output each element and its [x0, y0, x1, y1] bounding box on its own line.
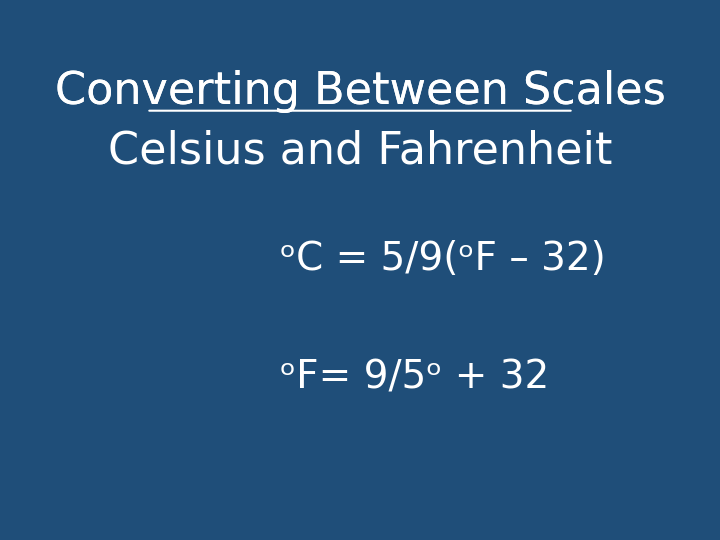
- Text: Converting Between Scales: Converting Between Scales: [55, 70, 665, 113]
- Text: ᵒC = 5/9(ᵒF – 32): ᵒC = 5/9(ᵒF – 32): [280, 240, 606, 278]
- Text: Converting Between Scales: Converting Between Scales: [55, 70, 665, 113]
- Text: Celsius and Fahrenheit: Celsius and Fahrenheit: [108, 130, 612, 173]
- Text: ᵒF= 9/5ᵒ + 32: ᵒF= 9/5ᵒ + 32: [280, 359, 549, 397]
